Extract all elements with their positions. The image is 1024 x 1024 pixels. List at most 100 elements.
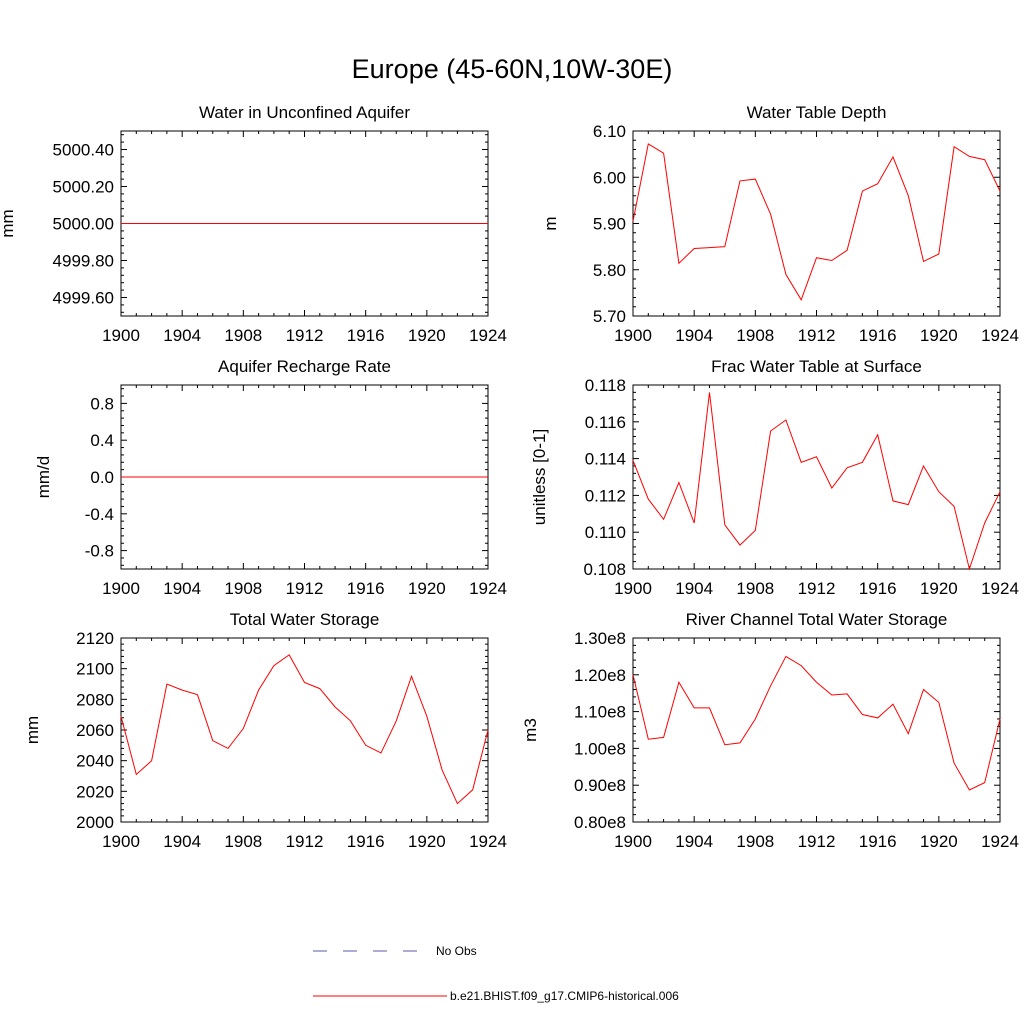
panel-1-xtick-label: 1908 [224, 326, 262, 345]
panel-2-xtick-label: 1920 [920, 326, 958, 345]
panel-4-ylabel: unitless [0-1] [530, 429, 549, 525]
panel-2-ytick-label: 6.10 [593, 122, 626, 141]
panel-5-ylabel: mm [23, 716, 42, 744]
panel-5-xtick-label: 1916 [347, 832, 385, 851]
panel-5-xtick-label: 1924 [469, 832, 507, 851]
panel-5-series-line [120, 654, 489, 805]
panel-6-frame [632, 637, 1001, 823]
panel-6-xtick-label: 1920 [920, 832, 958, 851]
panel-2-title: Water Table Depth [747, 103, 887, 122]
panel-5-frame [120, 637, 489, 823]
panel-3-ytick-label: -0.8 [85, 542, 114, 561]
legend: No Obs b.e21.BHIST.f09_g17.CMIP6-histori… [313, 944, 679, 1003]
panel-3-title: Aquifer Recharge Rate [218, 357, 391, 376]
panel-3-ylabel: mm/d [34, 456, 53, 499]
panel-6-ytick-label: 0.80e8 [574, 813, 626, 832]
panel-3-xtick-label: 1920 [408, 579, 446, 598]
panel-1-ytick-label: 5000.00 [53, 215, 114, 234]
panel-4-frame [632, 384, 1001, 570]
panel-3-xtick-label: 1924 [469, 579, 507, 598]
legend-obs-label: No Obs [436, 944, 477, 958]
panel-2-xtick-label: 1904 [675, 326, 713, 345]
panel-2-xtick-label: 1912 [798, 326, 836, 345]
panel-6-xtick-label: 1924 [981, 832, 1019, 851]
panel-1-xtick-label: 1904 [163, 326, 201, 345]
panels-group: Water in Unconfined Aquifer mm 1900 1904 190… [0, 103, 1019, 851]
panel-6-xtick-label: 1908 [736, 832, 774, 851]
panel-1-xtick-label: 1920 [408, 326, 446, 345]
panel-3-xtick-label: 1916 [347, 579, 385, 598]
panel-2-ytick-label: 5.90 [593, 215, 626, 234]
panel-4-ytick-label: 0.112 [585, 486, 626, 505]
panel-5-xtick-label: 1900 [102, 832, 140, 851]
panel-6-xtick-label: 1916 [859, 832, 897, 851]
panel-5-ytick-label: 2040 [76, 752, 114, 771]
panel-1: Water in Unconfined Aquifer mm 1900 1904 190… [0, 103, 507, 345]
panel-4-xtick-label: 1908 [736, 579, 774, 598]
panel-5-xtick-label: 1904 [163, 832, 201, 851]
panel-6-xtick-label: 1912 [798, 832, 836, 851]
panel-2: Water Table Depth m 1900 1904 1908 1912 1916 19… [541, 103, 1019, 345]
panel-6-xtick-label: 1904 [675, 832, 713, 851]
panel-1-xtick-label: 1916 [347, 326, 385, 345]
panel-4: Frac Water Table at Surface unitless [0-1… [530, 357, 1019, 598]
panel-3: Aquifer Recharge Rate mm/d 1900 1904 1908 191… [34, 357, 507, 598]
panel-2-ylabel: m [541, 216, 560, 230]
panel-1-xtick-label: 1900 [102, 326, 140, 345]
panel-4-series-line [632, 392, 1001, 571]
panel-1-ytick-label: 4999.80 [53, 252, 114, 271]
panel-3-xtick-label: 1900 [102, 579, 140, 598]
panel-6-ytick-label: 0.90e8 [574, 776, 626, 795]
panel-6-xtick-label: 1900 [614, 832, 652, 851]
panel-6-ytick-label: 1.00e8 [574, 739, 626, 758]
panel-5: Total Water Storage mm 1900 1904 1908 1912 191… [23, 610, 507, 851]
panel-5-ytick-label: 2080 [76, 690, 114, 709]
panel-4-xtick-label: 1916 [859, 579, 897, 598]
panel-1-ytick-label: 4999.60 [53, 289, 114, 308]
panel-3-ytick-label: 0.4 [90, 431, 114, 450]
panel-2-xtick-label: 1900 [614, 326, 652, 345]
panel-3-xtick-label: 1912 [286, 579, 324, 598]
panel-2-ytick-label: 6.00 [593, 168, 626, 187]
panel-6: River Channel Total Water Storage m3 1900 1… [521, 610, 1019, 851]
panel-2-xtick-label: 1916 [859, 326, 897, 345]
panel-5-ytick-label: 2020 [76, 782, 114, 801]
panel-4-ytick-label: 0.108 [583, 560, 626, 579]
panel-2-xtick-label: 1924 [981, 326, 1019, 345]
panel-5-ytick-label: 2000 [76, 813, 114, 832]
panel-4-xtick-label: 1924 [981, 579, 1019, 598]
panel-1-xtick-label: 1924 [469, 326, 507, 345]
panel-6-ytick-label: 1.30e8 [574, 629, 626, 648]
panel-5-title: Total Water Storage [230, 610, 380, 629]
panel-5-ytick-label: 2120 [76, 629, 114, 648]
panel-2-ytick-label: 5.80 [593, 261, 626, 280]
panel-2-frame [632, 130, 1001, 317]
panel-5-xtick-label: 1912 [286, 832, 324, 851]
panel-1-ytick-label: 5000.40 [53, 141, 114, 160]
panel-6-ytick-label: 1.10e8 [574, 703, 626, 722]
panel-3-ytick-label: -0.4 [85, 505, 114, 524]
panel-3-ytick-label: 0.8 [90, 394, 114, 413]
panel-4-ytick-label: 0.116 [585, 413, 626, 432]
panel-3-ytick-label: 0.0 [90, 468, 114, 487]
panel-5-ytick-label: 2100 [76, 660, 114, 679]
panel-2-ytick-label: 5.70 [593, 307, 626, 326]
panel-6-ylabel: m3 [521, 718, 540, 742]
panel-3-xtick-label: 1904 [163, 579, 201, 598]
panel-1-xtick-label: 1912 [286, 326, 324, 345]
legend-model-label: b.e21.BHIST.f09_g17.CMIP6-historical.006 [450, 989, 679, 1003]
panel-4-xtick-label: 1904 [675, 579, 713, 598]
panel-2-series-line [632, 143, 1001, 301]
panel-1-title: Water in Unconfined Aquifer [199, 103, 410, 122]
panel-1-ylabel: mm [0, 209, 17, 237]
panel-3-xtick-label: 1908 [224, 579, 262, 598]
panel-4-title: Frac Water Table at Surface [711, 357, 922, 376]
panel-5-ytick-label: 2060 [76, 721, 114, 740]
figure-title: Europe (45-60N,10W-30E) [351, 54, 673, 84]
panel-4-xtick-label: 1912 [798, 579, 836, 598]
panel-6-series-line [632, 655, 1001, 791]
panel-5-xtick-label: 1920 [408, 832, 446, 851]
panel-4-xtick-label: 1920 [920, 579, 958, 598]
panel-5-xtick-label: 1908 [224, 832, 262, 851]
